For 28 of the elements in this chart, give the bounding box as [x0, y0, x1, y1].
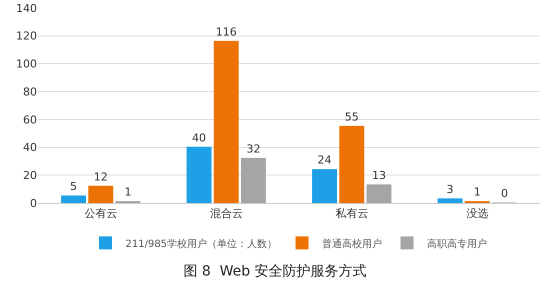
text: 图 8 Web 安全防护服务方式	[183, 263, 367, 280]
legend-label: 211/985学校用户（单位：人数）	[126, 238, 278, 250]
data-label: 3	[446, 182, 454, 196]
data-label: 1	[474, 186, 481, 199]
y-tick-label: 60	[23, 113, 37, 126]
data-label: 116	[216, 25, 237, 38]
y-tick-label: 140	[16, 2, 37, 15]
y-tick-label: 20	[23, 168, 37, 182]
x-tick-label: 公有云	[84, 207, 118, 220]
data-label: 1	[124, 186, 132, 199]
data-label: 24	[318, 154, 332, 167]
y-tick-label: 40	[23, 141, 37, 154]
data-label: 32	[246, 142, 260, 156]
data-label: 40	[192, 131, 206, 144]
legend-label: 高职高专用户	[427, 238, 488, 250]
y-tick-label: 100	[16, 58, 37, 71]
x-tick-label: 混合云	[210, 207, 243, 220]
data-label: 12	[94, 170, 108, 184]
data-label: 13	[372, 168, 386, 182]
data-label: 5	[70, 180, 78, 194]
y-tick-label: 80	[23, 85, 37, 98]
data-label: 0	[500, 187, 508, 200]
y-tick-label: 0	[30, 196, 37, 210]
x-tick-label: 私有云	[335, 207, 368, 220]
data-label: 55	[344, 110, 359, 124]
x-tick-label: 没选	[466, 207, 488, 220]
y-tick-label: 120	[16, 30, 37, 43]
legend-label: 普通高校用户	[322, 238, 382, 250]
